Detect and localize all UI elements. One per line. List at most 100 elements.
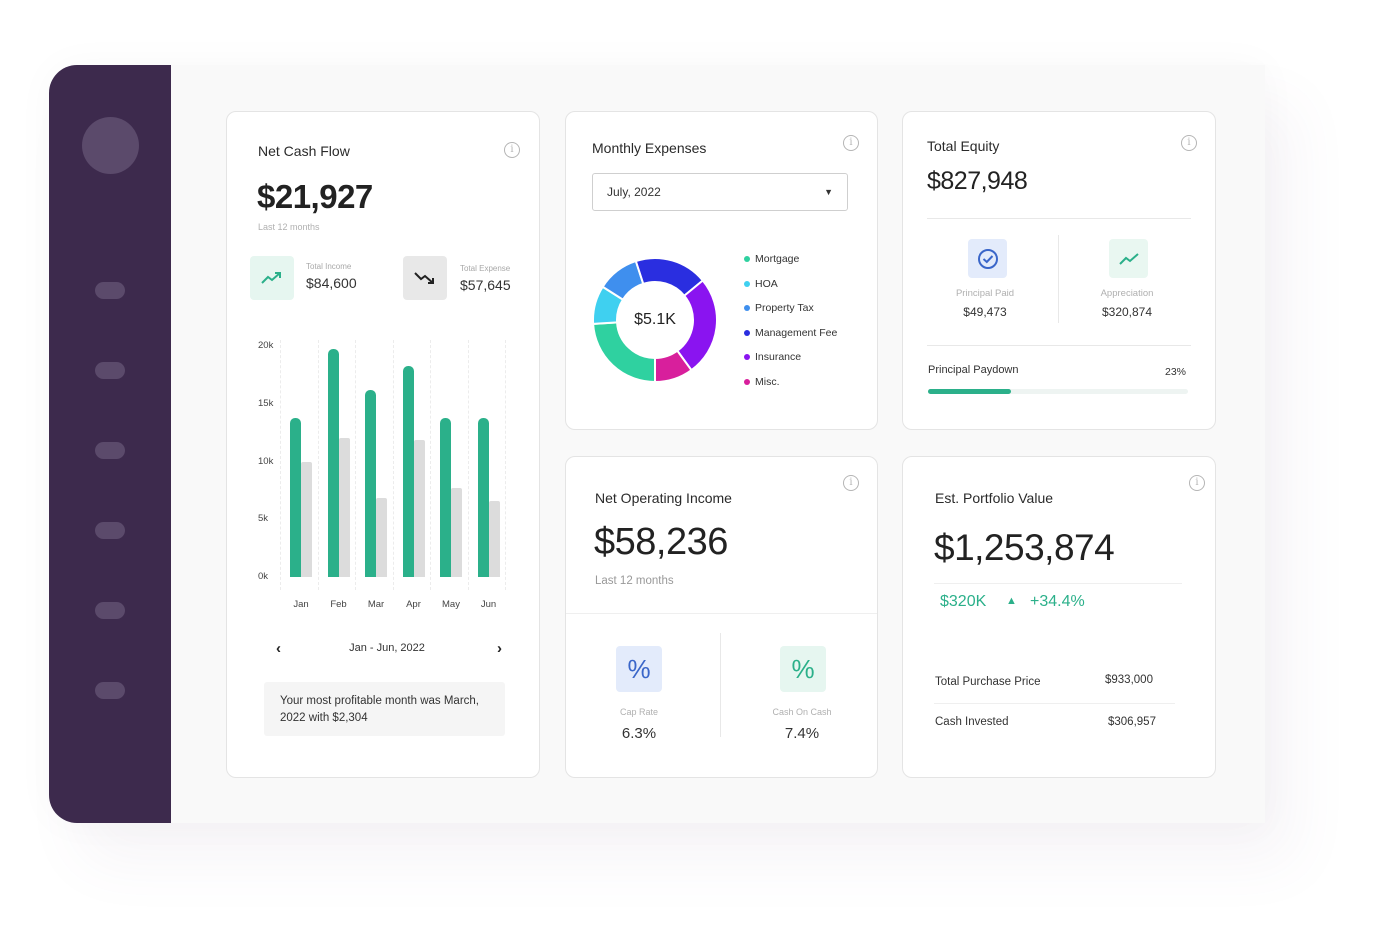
legend-dot-icon (744, 329, 750, 336)
expenses-donut-chart (592, 257, 718, 383)
total-expense-label: Total Expense (460, 264, 511, 273)
grid-line (467, 340, 469, 590)
expense-bar[interactable] (451, 488, 462, 577)
card-title: Total Equity (927, 138, 1000, 154)
cash-invested-label: Cash Invested (935, 716, 1009, 728)
x-axis-tick: Jan (293, 599, 309, 610)
expense-bar[interactable] (301, 461, 312, 577)
noi-value: $58,236 (594, 521, 728, 563)
caret-down-icon: ▼ (824, 187, 833, 197)
y-axis-tick: 15k (258, 397, 274, 409)
chevron-right-icon[interactable]: › (497, 640, 502, 657)
info-icon[interactable]: i (843, 135, 859, 151)
net-operating-income-card: Net Operating Income i $58,236 Last 12 m… (565, 456, 878, 778)
legend-dot-icon (744, 378, 750, 385)
income-bar[interactable] (365, 389, 376, 577)
legend-item[interactable]: Property Tax (744, 301, 837, 326)
divider (927, 345, 1191, 346)
legend-label: Insurance (755, 351, 802, 363)
trending-down-icon (403, 256, 447, 300)
total-expense-value: $57,645 (460, 277, 511, 293)
grid-line (355, 340, 356, 590)
appreciation-value: $320,874 (1101, 305, 1153, 319)
legend-dot-icon (744, 256, 750, 262)
expense-bar[interactable] (376, 498, 387, 577)
sidebar-nav-item-1[interactable] (95, 282, 125, 299)
income-bar[interactable] (477, 417, 489, 577)
total-equity-card: Total Equity i $827,948 Principal Paid $… (902, 111, 1216, 430)
sidebar-nav-item-2[interactable] (95, 362, 125, 379)
principal-paid-label: Principal Paid (955, 288, 1015, 299)
portfolio-gain-value: $320K (940, 593, 987, 610)
trending-up-icon (250, 256, 294, 300)
sidebar-nav-item-3[interactable] (95, 442, 125, 459)
expense-bar[interactable] (338, 438, 350, 577)
card-title: Net Cash Flow (258, 143, 350, 159)
grid-line (505, 340, 506, 590)
progress-fill (928, 389, 1012, 394)
x-axis-tick: Mar (367, 599, 385, 610)
y-axis-tick: 20k (258, 340, 274, 351)
info-icon[interactable]: i (504, 142, 520, 158)
principal-paydown-progress (928, 389, 1188, 394)
income-bar[interactable] (402, 365, 414, 577)
check-circle-icon (968, 239, 1007, 278)
legend-label: HOA (755, 277, 778, 290)
legend-item[interactable]: Mortgage (744, 252, 837, 277)
income-bar[interactable] (327, 349, 339, 577)
x-axis-tick: May (442, 599, 460, 610)
portfolio-gain-percent: +34.4% (1030, 593, 1085, 610)
period-range-label: Jan - Jun, 2022 (349, 642, 425, 654)
monthly-expenses-card: Monthly Expenses i July, 2022 ▼ $5.1K Mo… (565, 111, 878, 430)
principal-paydown-label: Principal Paydown (928, 364, 1019, 376)
divider (934, 703, 1175, 704)
info-icon[interactable]: i (843, 475, 859, 491)
y-axis-tick: 10k (258, 455, 274, 467)
donut-total: $5.1K (634, 311, 676, 328)
percent-icon: % (616, 646, 662, 692)
divider (566, 613, 877, 614)
net-cash-flow-value: $21,927 (257, 178, 373, 215)
card-title: Est. Portfolio Value (935, 490, 1054, 506)
legend-item[interactable]: Management Fee (744, 326, 837, 351)
donut-segment-misc[interactable] (654, 349, 693, 383)
divider (934, 583, 1182, 584)
info-icon[interactable]: i (1189, 475, 1205, 491)
total-equity-value: $827,948 (927, 167, 1028, 195)
card-title: Net Operating Income (595, 490, 732, 506)
legend-label: Misc. (755, 375, 780, 388)
grid-line (392, 340, 394, 590)
trending-up-icon (1109, 239, 1148, 278)
percent-icon: % (780, 646, 826, 692)
divider (1058, 235, 1059, 323)
y-axis-tick: 0k (258, 571, 269, 582)
sidebar-nav-item-5[interactable] (95, 602, 125, 619)
sidebar-nav-item-6[interactable] (95, 682, 125, 699)
insight-callout: Your most profitable month was March, 20… (264, 682, 505, 736)
legend-dot-icon (744, 305, 750, 311)
avatar[interactable] (82, 117, 139, 174)
income-bar[interactable] (290, 417, 301, 577)
legend-item[interactable]: Misc. (744, 375, 837, 400)
income-bar[interactable] (440, 417, 451, 577)
legend-dot-icon (744, 354, 750, 360)
period-label: Last 12 months (595, 575, 674, 587)
expense-bar[interactable] (488, 500, 500, 577)
legend-item[interactable]: Insurance (744, 350, 837, 375)
expense-bar[interactable] (413, 439, 425, 577)
month-select[interactable]: July, 2022 ▼ (592, 173, 848, 211)
period-navigator: ‹ Jan - Jun, 2022 › (272, 640, 502, 660)
principal-paid-value: $49,473 (963, 305, 1007, 319)
total-income-label: Total Income (306, 262, 352, 271)
sidebar-nav-item-4[interactable] (95, 522, 125, 539)
appreciation-label: Appreciation (1100, 288, 1154, 299)
x-axis-tick: Feb (330, 599, 347, 610)
divider (720, 633, 721, 737)
info-icon[interactable]: i (1181, 135, 1197, 151)
sidebar (49, 65, 171, 823)
chevron-left-icon[interactable]: ‹ (276, 640, 281, 657)
x-axis-tick: Apr (406, 599, 421, 610)
arrow-up-icon: ▲ (1006, 595, 1017, 607)
legend-item[interactable]: HOA (744, 277, 837, 302)
grid-line (317, 340, 319, 590)
